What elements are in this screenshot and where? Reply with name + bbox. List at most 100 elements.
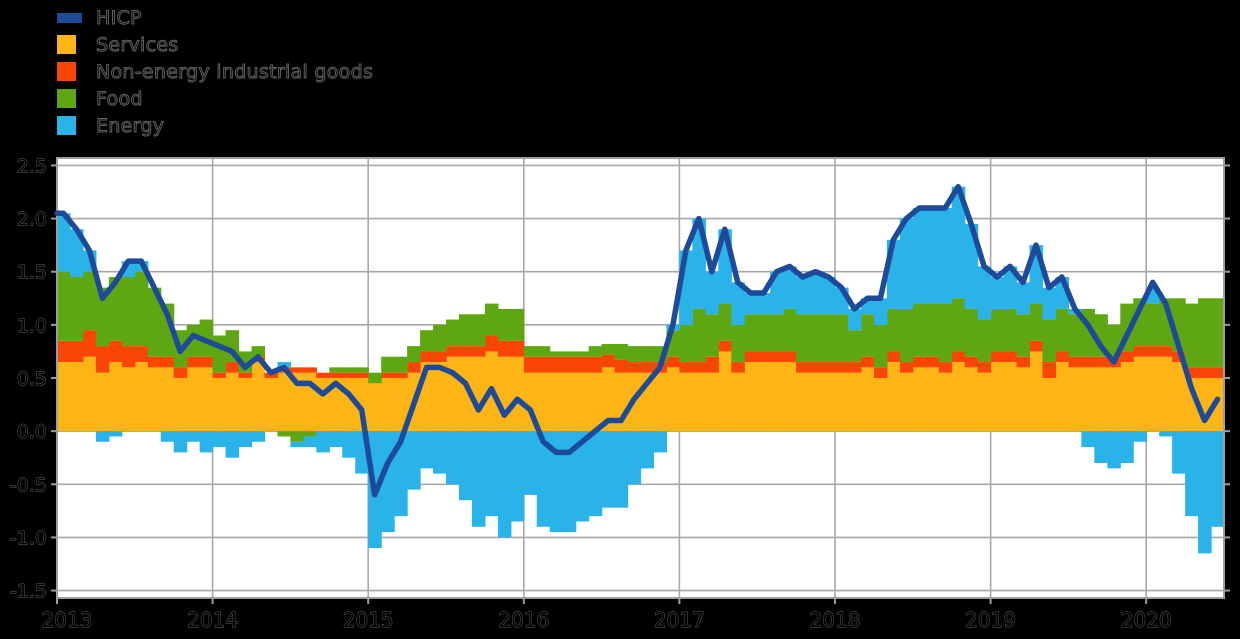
- bar-segment: [964, 308, 979, 357]
- bar-segment: [147, 367, 162, 432]
- bar-segment: [121, 277, 136, 347]
- bar-segment: [381, 431, 395, 533]
- bar-segment: [394, 372, 408, 378]
- bar-segment: [95, 287, 110, 347]
- bar-segment: [173, 378, 188, 432]
- bar-segment: [1016, 367, 1031, 432]
- bar-segment: [173, 431, 188, 453]
- bar-segment: [510, 340, 525, 357]
- bar-segment: [264, 378, 279, 432]
- bar-segment: [497, 308, 512, 341]
- bar-segment: [575, 351, 590, 357]
- bar-segment: [783, 362, 797, 432]
- bar-segment: [329, 378, 343, 432]
- legend-label-neig: Non-energy industrial goods: [95, 60, 374, 83]
- bar-segment: [653, 372, 668, 432]
- bar-segment: [199, 356, 214, 368]
- bar-segment: [562, 372, 577, 432]
- bar-segment: [847, 330, 862, 363]
- y-tick-label: -1.0: [10, 527, 47, 549]
- bar-segment: [977, 266, 992, 320]
- bars-food: [57, 271, 1225, 442]
- bar-segment: [57, 271, 71, 341]
- y-tick-label: 1.0: [17, 315, 47, 337]
- bar-segment: [1042, 378, 1057, 432]
- bar-segment: [471, 346, 486, 357]
- bar-segment: [822, 314, 836, 363]
- legend-item-neig: Non-energy industrial goods: [57, 58, 373, 85]
- bar-segment: [394, 378, 408, 432]
- bar-segment: [212, 378, 227, 432]
- bar-segment: [873, 378, 888, 432]
- bar-segment: [679, 362, 693, 373]
- bar-segment: [575, 431, 590, 522]
- bar-segment: [796, 277, 810, 315]
- non-energy-goods-swatch-icon: [57, 62, 76, 81]
- bar-segment: [484, 335, 499, 352]
- bar-segment: [718, 351, 732, 432]
- bar-segment: [497, 431, 512, 538]
- bar-segment: [588, 431, 603, 517]
- bar-segment: [1068, 356, 1082, 368]
- bar-segment: [433, 324, 447, 352]
- bar-segment: [329, 431, 343, 448]
- bar-segment: [1198, 298, 1212, 368]
- bar-segment: [484, 303, 499, 336]
- bar-segment: [536, 346, 551, 357]
- bar-segment: [575, 356, 590, 373]
- y-tick-label: -0.5: [10, 474, 47, 496]
- bar-segment: [225, 372, 240, 432]
- bar-segment: [899, 308, 914, 363]
- bar-segment: [407, 431, 421, 490]
- bar-segment: [303, 436, 317, 448]
- bar-segment: [510, 431, 525, 522]
- bar-segment: [899, 372, 914, 432]
- bar-segment: [277, 431, 291, 437]
- bar-segment: [1133, 431, 1147, 442]
- bar-segment: [1003, 266, 1018, 309]
- bar-segment: [705, 356, 719, 373]
- bar-segment: [601, 367, 616, 432]
- bar-segment: [69, 362, 84, 432]
- bar-segment: [1094, 431, 1108, 464]
- bar-segment: [1120, 351, 1134, 363]
- bar-segment: [251, 346, 266, 357]
- bar-segment: [316, 378, 330, 432]
- bar-segment: [1003, 351, 1018, 363]
- bar-segment: [199, 431, 214, 453]
- hicp-line: [54, 183, 1221, 498]
- bar-segment: [588, 372, 603, 432]
- bar-segment: [1042, 362, 1057, 378]
- bar-segment: [1120, 431, 1134, 464]
- bar-segment: [173, 367, 188, 378]
- bar-segment: [796, 362, 810, 373]
- bar-segment: [1081, 431, 1095, 448]
- bar-segment: [1185, 303, 1199, 368]
- bar-segment: [1042, 319, 1057, 363]
- bar-segment: [536, 356, 551, 373]
- bar-segment: [640, 431, 655, 469]
- bar-segment: [627, 431, 642, 485]
- bar-segment: [835, 362, 849, 373]
- bar-segment: [951, 351, 966, 363]
- bar-segment: [523, 346, 538, 357]
- legend-item-hicp: HICP: [57, 4, 373, 31]
- bar-segment: [381, 378, 395, 432]
- bar-segment: [381, 372, 395, 378]
- x-tick-label: 2018: [810, 608, 861, 632]
- bar-segment: [57, 340, 71, 363]
- bar-segment: [770, 314, 784, 352]
- bar-segment: [381, 356, 395, 373]
- bar-segment: [212, 372, 227, 378]
- bars-non-energy-industrial-goods: [57, 330, 1225, 378]
- bar-segment: [1068, 314, 1082, 357]
- bar-segment: [355, 372, 369, 378]
- bar-segment: [860, 367, 875, 432]
- bar-segment: [666, 367, 680, 432]
- food-swatch-icon: [57, 89, 76, 108]
- energy-swatch-icon: [57, 116, 76, 135]
- legend-item-energy: Energy: [57, 112, 373, 139]
- bar-segment: [692, 362, 706, 373]
- legend-label-food: Food: [96, 87, 143, 110]
